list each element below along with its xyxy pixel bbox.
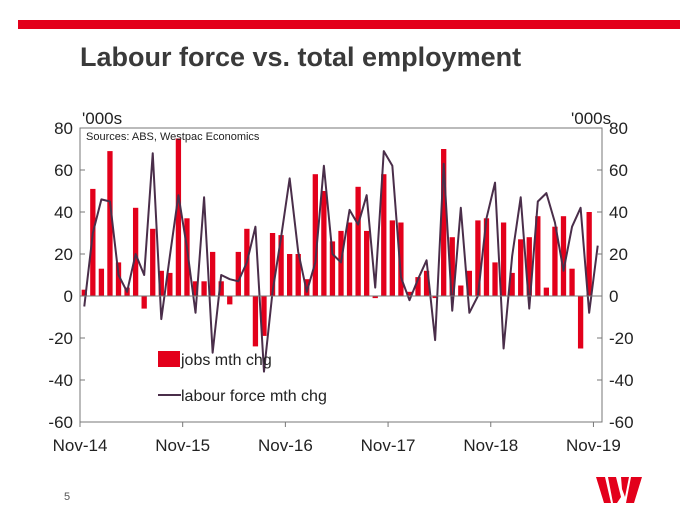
bar-jobs [441,149,447,296]
bar-jobs [389,220,395,296]
bar-jobs [552,226,558,296]
bar-jobs [586,212,592,296]
bar-jobs [500,222,507,296]
legend-bar-swatch [158,351,180,367]
legend-labour-force-label: labour force mth chg [181,388,327,405]
bar-jobs [201,281,207,296]
bar-jobs [167,272,173,296]
bar-jobs [415,277,421,296]
x-tick-label: Nov-19 [566,436,621,455]
y-tick-label-right: 80 [609,119,628,138]
bar-jobs [321,191,327,296]
x-tick-label: Nov-18 [463,436,518,455]
bar-jobs [338,230,344,296]
y-tick-label-right: 0 [609,287,618,306]
bar-jobs [150,228,156,296]
bar-jobs [98,268,105,296]
bar-jobs [295,254,301,296]
legend: jobs mth chg labour force mth chg [158,351,327,405]
bar-jobs [227,296,233,305]
chart-source: Sources: ABS, Westpac Economics [86,131,260,143]
bar-jobs [192,281,199,296]
bar-jobs [483,218,490,296]
bar-jobs [526,237,532,296]
bar-jobs [107,151,113,296]
bar-jobs [269,233,276,296]
bar-jobs [475,220,481,296]
bar-jobs [312,174,318,296]
bar-jobs [90,188,96,296]
y-tick-label-right: 20 [609,245,628,264]
bar-jobs [569,268,575,296]
x-tick-label: Nov-17 [361,436,416,455]
plot-frame [79,127,603,423]
bar-jobs [141,296,147,309]
y-tick-label-right: 60 [609,161,628,180]
x-tick-label: Nov-16 [258,436,313,455]
westpac-logo-icon [596,477,642,508]
y-tick-label-left: 80 [54,119,73,138]
right-axis-unit: '000s [571,109,611,128]
bar-jobs [423,270,430,296]
bar-jobs [252,296,259,347]
bar-jobs [355,186,361,296]
bar-jobs [458,285,464,296]
labour-force-line [83,150,599,373]
bar-jobs [492,262,498,296]
bar-jobs [209,251,216,296]
bar-jobs [432,296,438,299]
bar-jobs [406,291,413,296]
bar-jobs [372,296,378,299]
y-tick-label-left: 0 [64,287,73,306]
bar-jobs [449,237,455,296]
y-tick-label-right: -60 [609,413,634,432]
bar-jobs [364,230,370,296]
bar-jobs [184,218,190,296]
bar-jobs [132,207,139,296]
y-tick-label-left: -20 [48,329,73,348]
bar-jobs [560,216,567,296]
plot-border [79,127,603,423]
bar-jobs [535,216,541,296]
bar-jobs [543,287,550,296]
bar-jobs [218,281,224,296]
bar-jobs [509,272,515,296]
bar-jobs [466,270,473,296]
bar-jobs [235,251,241,296]
bar-jobs [398,222,404,296]
bar-jobs [158,270,164,296]
bar-jobs [261,296,267,336]
x-tick-label: Nov-15 [155,436,210,455]
y-tick-label-left: 60 [54,161,73,180]
labour-force-line-group [83,150,599,373]
top-accent-bar [18,20,680,29]
bar-jobs [81,289,87,296]
bar-jobs [278,235,284,296]
y-tick-label-left: -40 [48,371,73,390]
bar-jobs [329,241,336,296]
bar-jobs [115,262,122,296]
y-tick-label-left: -60 [48,413,73,432]
x-tick-label: Nov-14 [53,436,108,455]
y-tick-label-left: 20 [54,245,73,264]
left-axis-unit: '000s [82,109,122,128]
y-tick-label-right: 40 [609,203,628,222]
bar-jobs [577,296,584,349]
bar-jobs [518,239,524,296]
bar-jobs [175,138,182,296]
bar-jobs [287,254,293,296]
y-tick-label-left: 40 [54,203,73,222]
page-number: 5 [64,491,71,503]
y-tick-label-right: -40 [609,371,634,390]
axes: 80 60 40 20 0 -20 -40 -60 80 60 40 20 0 -20 -40 -60 Nov-… [48,119,633,455]
page-title: Labour force vs. total employment [80,42,522,72]
bar-jobs [346,222,353,296]
y-tick-label-right: -20 [609,329,634,348]
legend-jobs-label: jobs mth chg [180,352,272,369]
bar-jobs [381,174,387,296]
